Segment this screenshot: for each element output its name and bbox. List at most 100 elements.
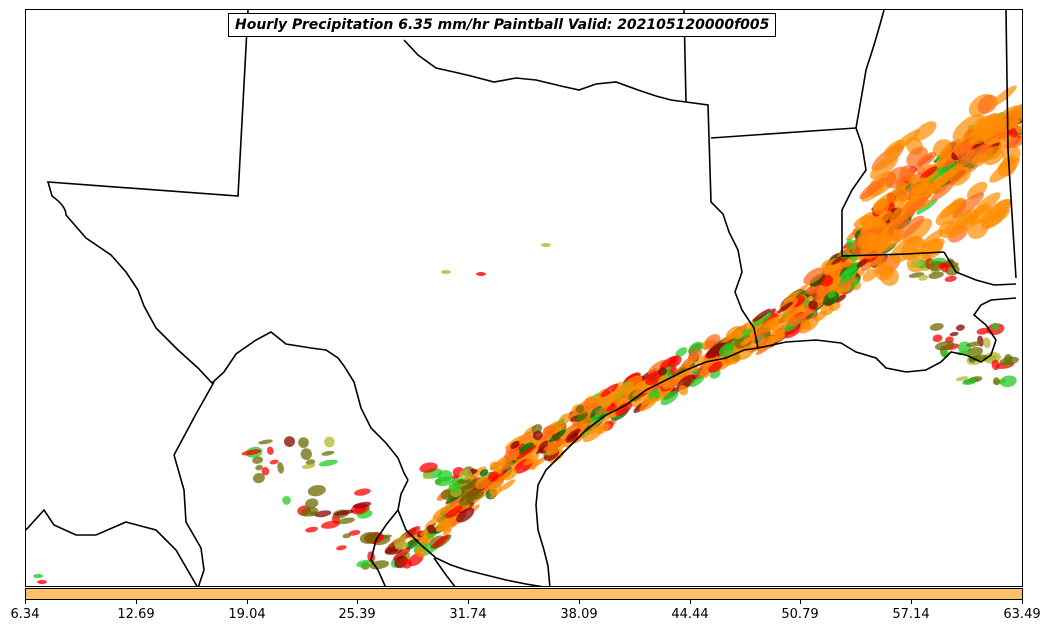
precip-paintball: [873, 191, 897, 211]
precip-paintball: [800, 319, 811, 330]
colorbar-tick-label: 25.39: [338, 607, 376, 622]
colorbar-tick: [579, 600, 580, 604]
precip-paintball: [476, 272, 486, 276]
precip-paintball: [575, 404, 585, 414]
precip-paintball: [282, 496, 291, 505]
precip-paintball: [950, 166, 971, 186]
precip-paintball: [952, 192, 985, 219]
colorbar-tick-label: 44.44: [671, 607, 709, 622]
precip-paintball: [952, 114, 985, 142]
precip-paintball: [892, 214, 910, 230]
precip-paintball: [532, 430, 543, 441]
colorbar-tick-label: 19.04: [228, 607, 266, 622]
precip-paintball: [1015, 123, 1022, 134]
precip-paintball: [419, 529, 428, 536]
mexico-state-border-2: [26, 508, 198, 586]
precip-paintball: [504, 447, 520, 461]
precip-paintball: [405, 538, 419, 550]
precip-paintball: [913, 121, 937, 141]
precip-paintball: [820, 274, 834, 287]
precip-paintball: [949, 331, 959, 337]
precip-paintball: [1001, 144, 1021, 164]
precip-paintball: [929, 261, 945, 272]
map-panel: [25, 9, 1023, 587]
precip-paintball: [266, 446, 274, 455]
precip-paintball: [862, 268, 878, 282]
precip-paintball: [258, 439, 273, 445]
precip-paintball: [342, 533, 352, 539]
precip-paintball: [955, 324, 965, 331]
precip-paintball: [916, 198, 938, 215]
colorbar-tick-label: 38.09: [560, 607, 598, 622]
precip-paintball: [348, 530, 361, 536]
arkansas-south-border: [710, 127, 857, 139]
precip-paintball: [966, 181, 988, 200]
precip-paintball: [753, 330, 771, 344]
precip-paintball: [359, 531, 378, 544]
precip-paintball: [879, 266, 899, 286]
precip-paintball: [932, 163, 963, 189]
precip-paintball: [33, 574, 43, 578]
precip-paintball: [667, 355, 682, 368]
precip-paintball: [973, 113, 1003, 139]
precip-paintball: [582, 425, 604, 443]
precip-paintball: [648, 389, 662, 401]
precip-paintball: [885, 166, 910, 189]
colorbar-tick-label: 6.34: [10, 607, 40, 622]
precip-paintball: [934, 341, 955, 351]
precip-paintball: [699, 368, 710, 379]
precip-paintball: [939, 162, 957, 176]
colorbar-tick: [911, 600, 912, 604]
precip-paintball: [706, 342, 727, 359]
texas-coastline: [535, 347, 759, 586]
map-canvas: [26, 10, 1022, 586]
precip-paintball: [904, 196, 929, 216]
precip-paintball: [255, 464, 263, 471]
precip-paintball: [422, 474, 434, 479]
precip-paintball: [301, 463, 316, 469]
precip-paintball: [1010, 136, 1022, 149]
precip-paintball: [990, 85, 1017, 108]
precip-paintball: [973, 141, 985, 149]
precip-paintball: [875, 228, 904, 253]
colorbar-tick: [247, 600, 248, 604]
precip-paintball: [906, 146, 928, 167]
precip-paintball: [789, 311, 808, 327]
precip-paintball: [354, 488, 371, 496]
precip-paintball: [337, 517, 355, 525]
precip-paintball: [615, 381, 635, 397]
mexico-state-border-1: [173, 454, 205, 586]
precip-paintball: [492, 461, 501, 469]
mexico-state-border-4: [370, 509, 399, 586]
colorbar-tick: [468, 600, 469, 604]
precip-paintball: [675, 347, 688, 358]
precip-paintball: [919, 166, 938, 180]
texas-border: [46, 10, 409, 481]
precip-paintball: [488, 471, 499, 482]
precip-paintball: [777, 301, 793, 314]
texas-east-border: [685, 101, 759, 349]
precip-paintball: [968, 354, 988, 361]
precip-paintball: [503, 468, 518, 481]
colorbar-ticks: 6.34 12.69 19.04 25.39 31.74 38.09 44.44 50.79 5…: [0, 600, 1053, 633]
precip-paintball: [499, 479, 516, 492]
precip-paintball: [510, 440, 520, 449]
colorbar-tick: [800, 600, 801, 604]
precip-paintball: [436, 518, 453, 532]
precip-paintball: [860, 232, 887, 255]
precip-paintball: [432, 534, 450, 548]
colorbar-tick-label: 50.79: [781, 607, 819, 622]
precip-paintball: [929, 322, 944, 331]
precip-paintball: [976, 327, 990, 335]
precip-paintball: [284, 436, 295, 448]
mexico-state-border-3: [173, 381, 215, 456]
state-borders: [26, 10, 1017, 586]
precip-paintball: [305, 459, 316, 466]
precip-paintball: [783, 290, 800, 304]
map-title: Hourly Precipitation 6.35 mm/hr Paintbal…: [228, 13, 777, 37]
mexico-state-border-5: [433, 557, 456, 586]
precip-paintball: [974, 192, 1001, 214]
precip-paintball: [944, 275, 957, 282]
precip-paintball: [426, 524, 436, 534]
precip-paintball: [869, 210, 893, 229]
